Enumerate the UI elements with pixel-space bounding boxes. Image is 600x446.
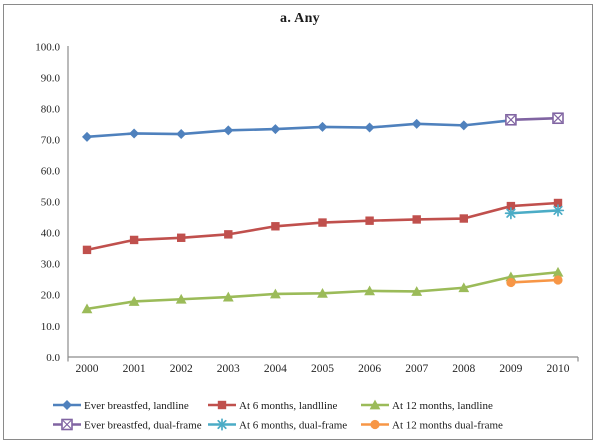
y-tick-label: 70.0 [41, 134, 61, 146]
x-tick-label: 2003 [217, 363, 240, 375]
asterisk-marker-icon [504, 207, 518, 220]
series-5 [506, 275, 563, 288]
square-marker-icon [318, 218, 327, 227]
x-tick-label: 2002 [170, 363, 193, 375]
asterisk-marker-icon [215, 418, 229, 431]
y-tick-label: 20.0 [41, 290, 61, 302]
series-3-line [509, 116, 560, 122]
asterisk-marker-icon [551, 204, 565, 217]
x-axis-labels: 2000 2001 2002 2003 2004 2005 2006 2007 2008 2009… [76, 363, 570, 375]
diamond-marker-icon [176, 129, 187, 140]
x-tick-label: 2004 [264, 363, 287, 375]
x-tick-label: 2007 [405, 363, 428, 375]
diamond-marker-icon [223, 125, 234, 136]
boxed-x-marker-icon [61, 418, 73, 431]
y-tick-label: 10.0 [41, 321, 61, 333]
series-0-line [85, 119, 513, 139]
y-tick-label: 90.0 [41, 72, 61, 84]
square-marker-icon [177, 233, 186, 242]
legend-label: At 12 months, landline [392, 400, 493, 412]
y-tick-label: 0.0 [46, 352, 60, 364]
square-marker-icon [459, 214, 468, 223]
y-tick-label: 50.0 [41, 197, 61, 209]
y-tick-label: 100.0 [35, 41, 60, 53]
legend-label: At 6 months, dual-frame [239, 420, 347, 432]
diamond-marker-icon [317, 121, 328, 132]
circle-marker-icon [553, 275, 563, 285]
diamond-marker-icon [82, 131, 92, 142]
axes [67, 46, 579, 362]
legend-label: At 6 months, landlline [239, 400, 338, 412]
legend-label: Ever breastfed, landline [84, 400, 189, 412]
triangle-marker-icon [364, 285, 375, 296]
y-tick-label: 60.0 [41, 166, 61, 178]
triangle-marker-icon [222, 291, 234, 302]
x-tick-label: 2000 [76, 363, 99, 375]
square-marker-icon [365, 216, 374, 225]
diamond-marker-icon [411, 118, 422, 129]
y-tick-label: 80.0 [41, 103, 61, 115]
figure-border [3, 4, 593, 440]
x-tick-label: 2006 [358, 363, 381, 375]
triangle-marker-icon [175, 293, 187, 304]
square-marker-icon [224, 230, 233, 239]
legend-label: Ever breastfed, dual-frame [84, 420, 202, 432]
y-tick-label: 40.0 [41, 228, 61, 240]
triangle-marker-icon [270, 288, 281, 299]
triangle-marker-icon [81, 303, 93, 314]
series-5-line [509, 278, 560, 284]
boxed-x-marker-icon [505, 113, 517, 126]
legend-item-3: Ever breastfed, dual-frame [53, 418, 202, 432]
square-marker-icon [271, 222, 280, 231]
square-marker-icon [412, 215, 421, 224]
chart-title: a. Any [280, 11, 320, 26]
diamond-marker-icon [364, 122, 375, 133]
legend-item-2: At 12 months, landline [361, 399, 493, 412]
legend-item-1: At 6 months, landlline [208, 400, 338, 412]
x-tick-label: 2005 [311, 363, 334, 375]
y-tick-label: 30.0 [41, 259, 61, 271]
square-marker-icon [217, 400, 227, 410]
square-marker-icon [82, 245, 92, 255]
circle-marker-icon [370, 419, 380, 430]
triangle-marker-icon [128, 296, 140, 306]
diamond-marker-icon [129, 128, 140, 139]
x-tick-label: 2009 [499, 363, 522, 375]
series-1 [82, 198, 563, 255]
triangle-marker-icon [552, 266, 564, 277]
legend-label: At 12 months dual-frame [392, 420, 503, 432]
legend: Ever breastfed, landline At 6 months, lan… [53, 399, 503, 432]
legend-item-5: At 12 months dual-frame [361, 420, 503, 432]
triangle-marker-icon [369, 399, 381, 410]
series-0 [82, 115, 516, 142]
series-2 [81, 266, 564, 314]
square-marker-icon [506, 201, 516, 211]
x-tick-label: 2010 [547, 363, 570, 375]
diamond-marker-icon [62, 400, 72, 410]
series-4-line [509, 209, 560, 215]
square-marker-icon [129, 235, 139, 245]
y-axis-labels: 0.0 10.0 20.0 30.0 40.0 50.0 60.0 70.0 80.0 90.0 1… [35, 41, 61, 364]
triangle-marker-icon [411, 286, 423, 296]
diamond-marker-icon [270, 124, 281, 135]
boxed-x-marker-icon [552, 112, 564, 125]
legend-item-0: Ever breastfed, landline [53, 400, 189, 412]
triangle-marker-icon [317, 287, 328, 298]
x-tick-label: 2008 [452, 363, 475, 375]
triangle-marker-icon [458, 282, 470, 293]
series-4 [504, 204, 565, 220]
legend-item-4: At 6 months, dual-frame [208, 418, 347, 432]
square-marker-icon [553, 198, 563, 208]
diamond-marker-icon [458, 120, 469, 131]
x-tick-label: 2001 [123, 363, 146, 375]
circle-marker-icon [506, 277, 516, 288]
series-3 [505, 112, 564, 126]
